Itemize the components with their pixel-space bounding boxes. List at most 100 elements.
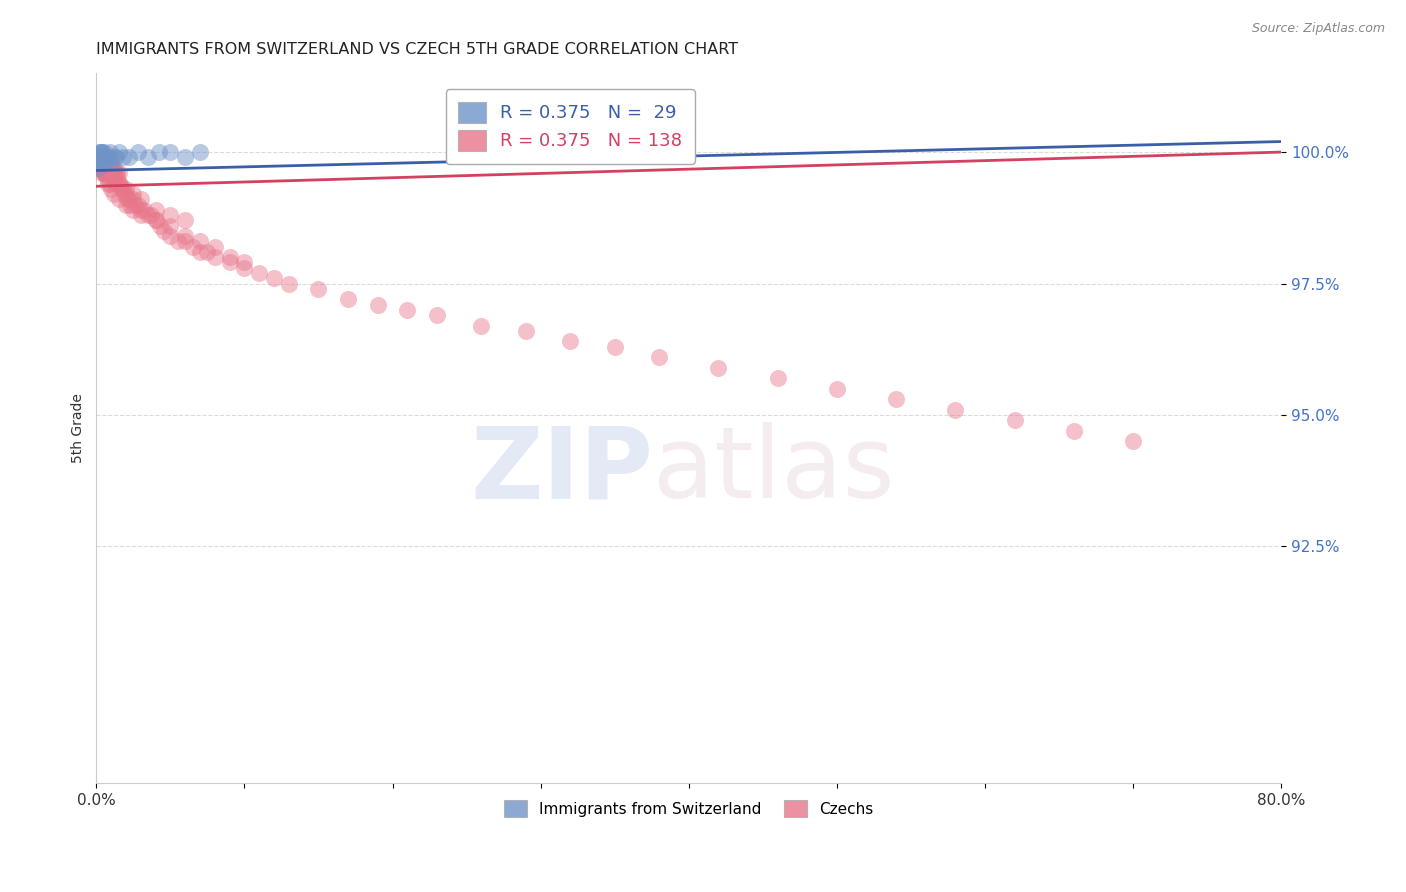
Point [103,171,125,186]
Point [120,197,142,211]
Point [98,166,121,180]
Point [100,161,122,175]
Point [93,150,115,164]
Point [145,213,167,227]
Point [188,145,211,159]
Point [825,382,848,396]
Point [107,177,129,191]
Point [470,318,492,333]
Point [426,308,449,322]
Point [105,166,128,180]
Point [136,150,159,164]
Point [108,177,131,191]
Point [98,161,121,175]
Point [97,166,120,180]
Point [103,171,125,186]
Point [159,229,181,244]
Point [277,277,299,291]
Point [104,177,127,191]
Point [94,161,117,175]
Point [96,166,118,180]
Point [94,161,117,175]
Point [100,155,122,169]
Point [97,150,120,164]
Point [132,202,155,217]
Point [93,150,115,164]
Point [107,145,129,159]
Point [149,219,172,233]
Point [90,161,112,175]
Text: Source: ZipAtlas.com: Source: ZipAtlas.com [1251,22,1385,36]
Point [104,150,127,164]
Point [90,155,112,169]
Legend: Immigrants from Switzerland, Czechs: Immigrants from Switzerland, Czechs [496,792,882,825]
Point [101,161,124,175]
Point [136,208,159,222]
Point [188,235,211,249]
Point [107,177,129,191]
Point [97,166,120,180]
Point [94,155,117,169]
Point [87,150,110,164]
Point [97,161,120,175]
Point [943,402,966,417]
Point [141,208,163,222]
Point [89,155,111,169]
Point [98,166,121,180]
Point [89,150,111,164]
Point [111,182,134,196]
Point [115,182,138,196]
Point [114,187,136,202]
Point [93,155,115,169]
Point [707,360,730,375]
Point [127,145,149,159]
Point [91,166,114,180]
Point [122,193,145,207]
Point [89,161,111,175]
Text: IMMIGRANTS FROM SWITZERLAND VS CZECH 5TH GRADE CORRELATION CHART: IMMIGRANTS FROM SWITZERLAND VS CZECH 5TH… [97,42,738,57]
Point [91,161,114,175]
Point [103,150,125,164]
Point [174,150,197,164]
Point [94,166,117,180]
Point [89,155,111,169]
Point [94,155,117,169]
Point [118,150,141,164]
Point [98,155,121,169]
Point [96,161,118,175]
Point [90,155,112,169]
Point [159,208,181,222]
Point [91,150,114,164]
Point [103,161,125,175]
Point [153,224,176,238]
Point [159,145,181,159]
Point [122,202,145,217]
Point [90,155,112,169]
Point [263,271,285,285]
Point [129,208,152,222]
Point [93,155,115,169]
Point [93,161,115,175]
Point [174,229,197,244]
Point [96,161,118,175]
Point [94,166,117,180]
Point [122,187,145,202]
Point [97,150,120,164]
Point [204,250,226,264]
Point [93,145,115,159]
Point [104,166,127,180]
Point [100,182,122,196]
Point [89,150,111,164]
Point [89,150,111,164]
Point [145,213,167,227]
Point [87,155,110,169]
Point [148,145,170,159]
Point [1004,413,1026,427]
Point [115,197,138,211]
Point [90,145,112,159]
Point [233,255,256,269]
Point [87,161,110,175]
Point [96,150,118,164]
Point [648,350,671,364]
Point [110,182,132,196]
